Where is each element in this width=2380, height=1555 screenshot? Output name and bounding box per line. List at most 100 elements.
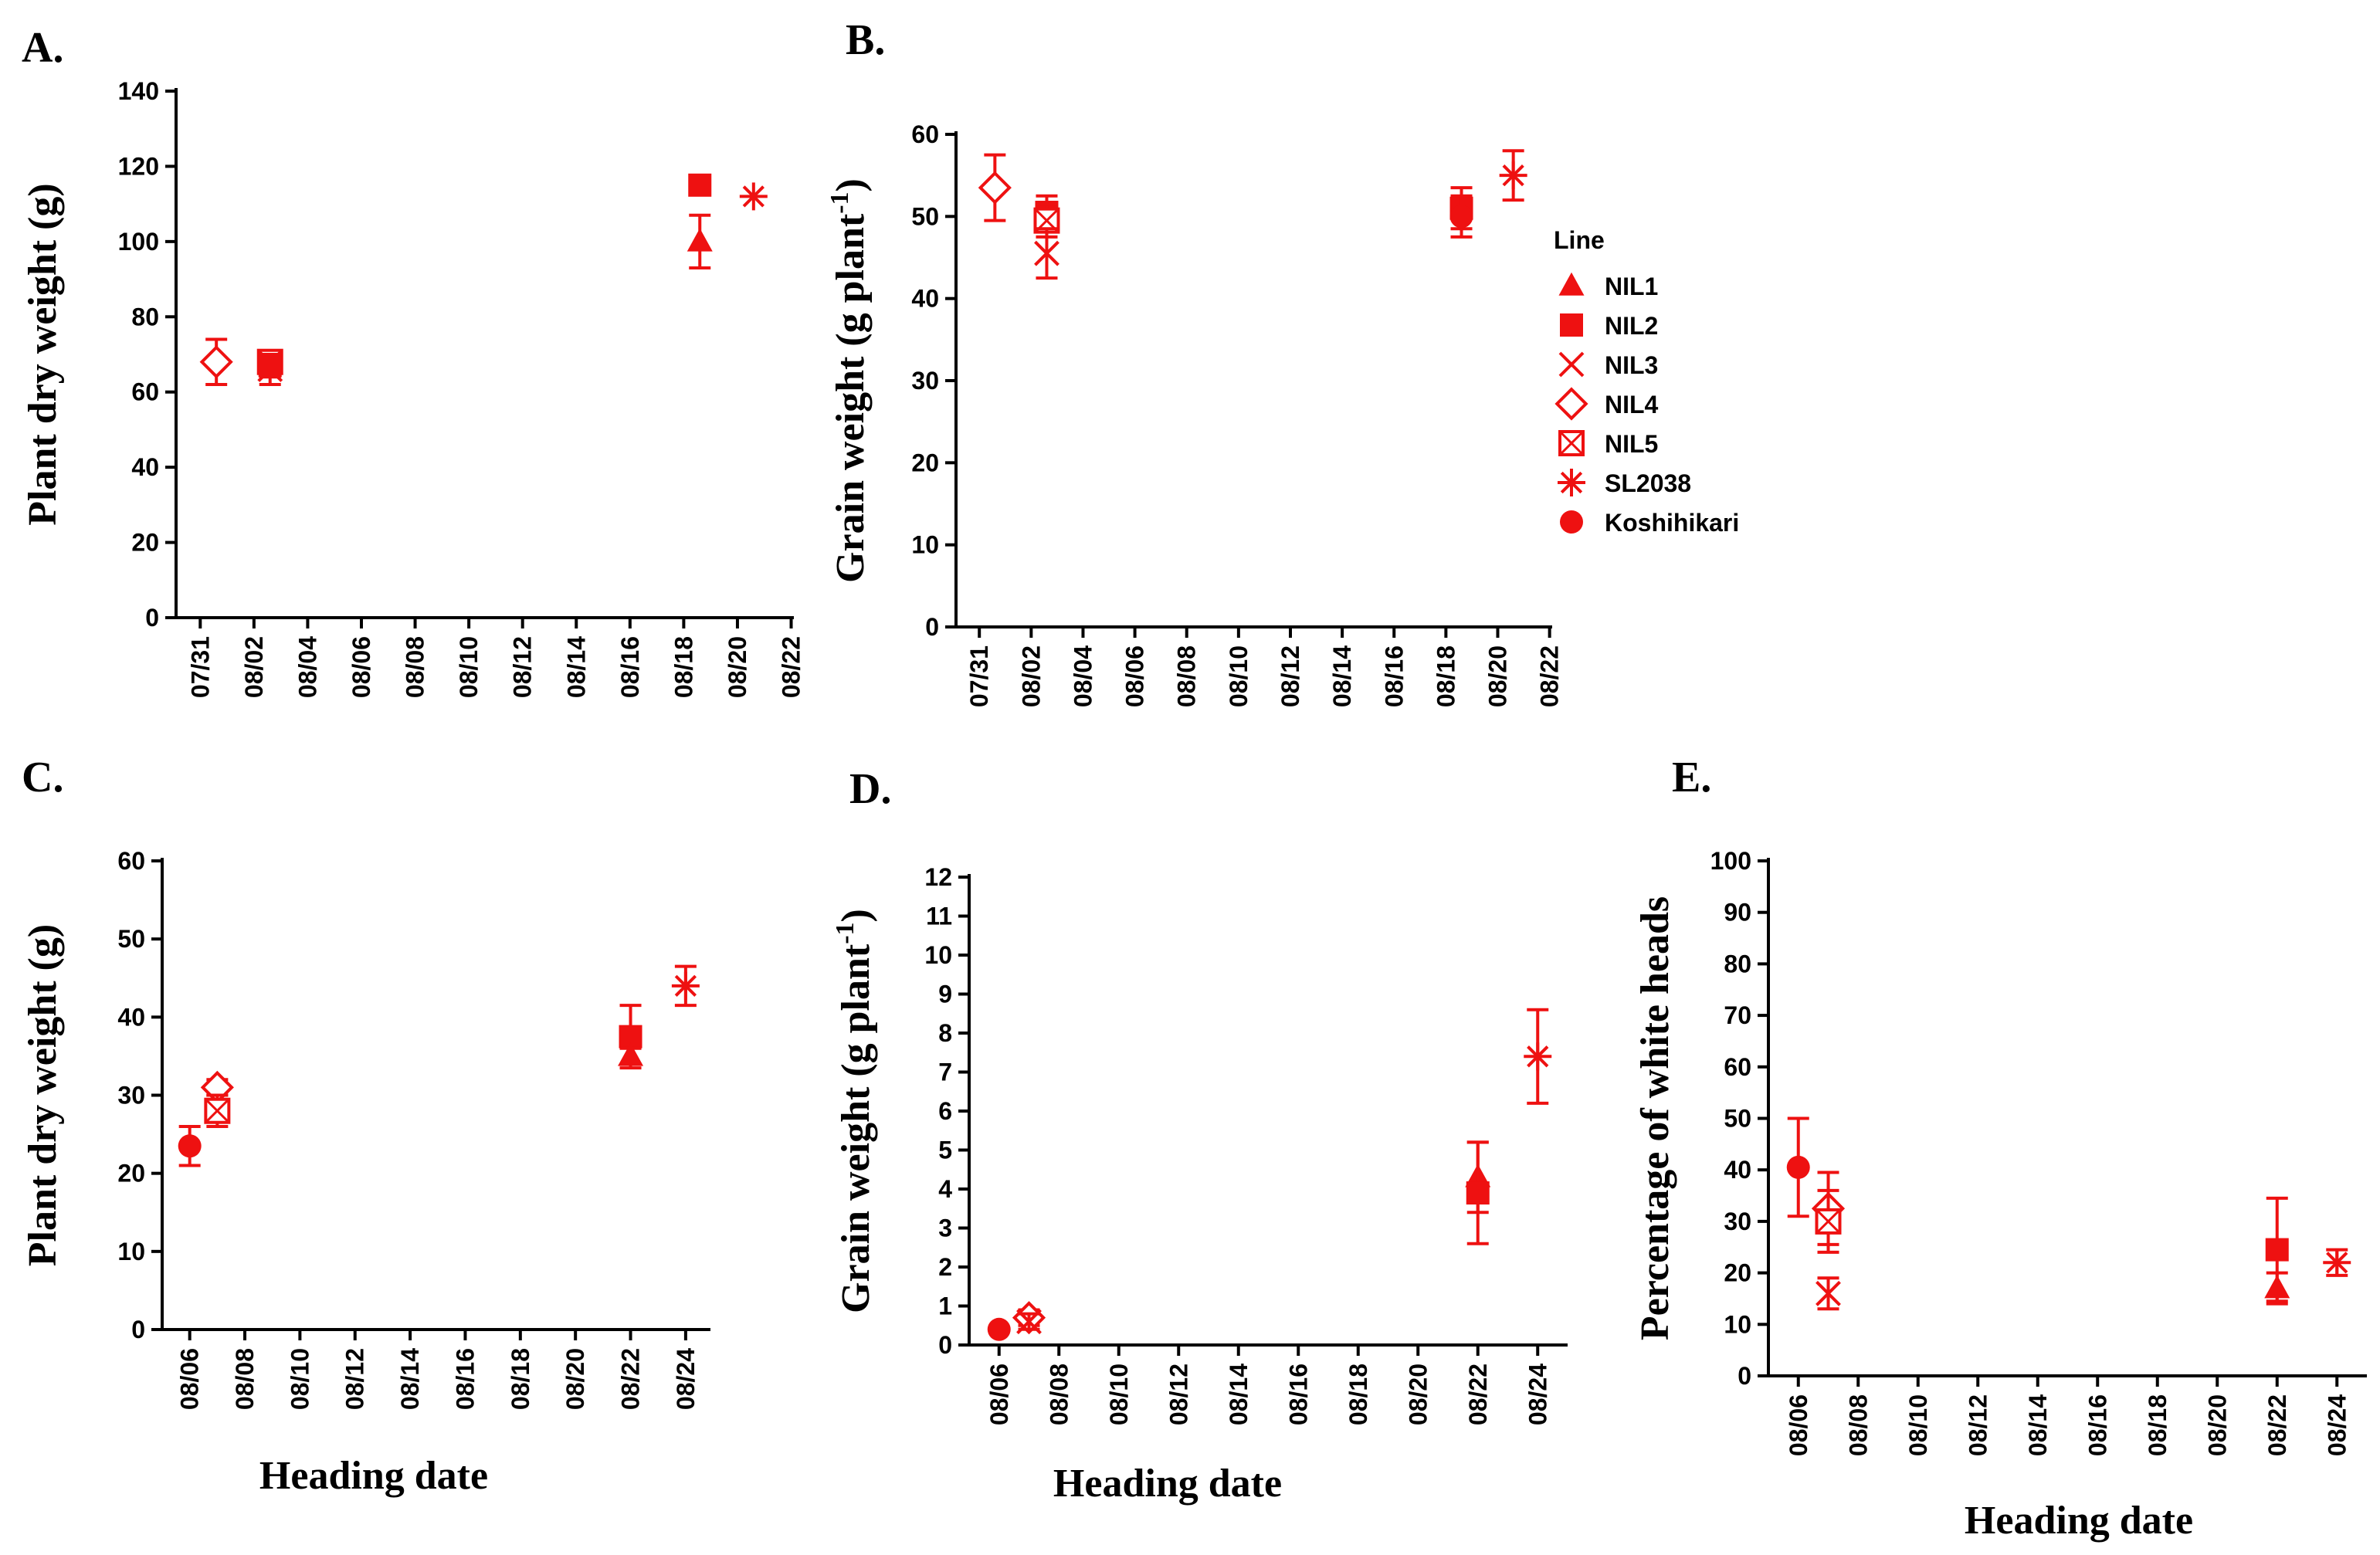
x-tick-label: 08/22 xyxy=(617,1348,645,1410)
nil1-marker xyxy=(2264,1275,2290,1299)
nil1-marker xyxy=(687,228,713,252)
x-tick-label: 08/08 xyxy=(1045,1364,1073,1425)
y-axis-title: Grain weight (g plant-1) xyxy=(831,909,878,1313)
x-tick-label: 08/10 xyxy=(1105,1364,1133,1425)
legend-item-nil1: NIL1 xyxy=(1558,272,1658,300)
x-tick-label: 08/12 xyxy=(509,636,537,698)
x-tick-label: 08/16 xyxy=(616,636,644,698)
y-tick-label: 50 xyxy=(911,202,939,230)
legend-label: NIL4 xyxy=(1605,391,1659,418)
data-point-nil4 xyxy=(978,153,1012,222)
data-point-nil2 xyxy=(1466,1140,1490,1245)
y-tick-label: 10 xyxy=(924,941,952,969)
y-tick-label: 30 xyxy=(911,367,939,395)
panel-letter: C. xyxy=(22,754,63,801)
sl2038-marker xyxy=(739,182,768,211)
y-tick-label: 0 xyxy=(131,1316,145,1343)
legend-item-koshihikari: Koshihikari xyxy=(1560,509,1739,537)
sl2038-legend-icon xyxy=(1558,469,1585,496)
y-tick-label: 70 xyxy=(1724,1001,1751,1029)
x-tick-label: 08/14 xyxy=(2024,1394,2052,1456)
x-tick-label: 08/12 xyxy=(1964,1394,1992,1456)
nil2-marker xyxy=(1466,1181,1490,1205)
data-point-nil2 xyxy=(688,173,712,197)
x-tick-label: 08/06 xyxy=(176,1348,204,1410)
x-tick-label: 08/14 xyxy=(1328,645,1356,707)
y-tick-label: 40 xyxy=(911,285,939,313)
x-tick-label: 08/18 xyxy=(2144,1394,2171,1456)
x-tick-label: 08/18 xyxy=(670,636,697,698)
y-tick-label: 0 xyxy=(925,613,939,641)
legend-label: NIL3 xyxy=(1605,351,1658,379)
y-tick-label: 50 xyxy=(1724,1105,1751,1133)
data-point-nil2 xyxy=(258,353,282,379)
data-point-sl2038 xyxy=(2323,1248,2351,1277)
data-point-nil5 xyxy=(1815,1188,1842,1254)
y-tick-label: 0 xyxy=(145,604,159,632)
x-tick-label: 08/02 xyxy=(1017,645,1045,707)
data-point-sl2038 xyxy=(1499,149,1527,202)
y-tick-label: 0 xyxy=(1738,1362,1751,1390)
legend-label: NIL2 xyxy=(1605,312,1658,340)
x-axis-title: Heading date xyxy=(1965,1499,2193,1543)
x-tick-label: 08/18 xyxy=(1432,645,1460,707)
x-tick-label: 08/10 xyxy=(1225,645,1253,707)
data-point-nil3 xyxy=(1816,1276,1841,1311)
y-tick-label: 90 xyxy=(1724,899,1751,927)
panel-letter: D. xyxy=(849,765,891,813)
y-tick-label: 2 xyxy=(938,1253,952,1281)
nil3-legend-icon xyxy=(1558,351,1585,378)
koshihikari-marker xyxy=(1786,1155,1810,1179)
nil5-legend-icon xyxy=(1558,430,1585,456)
sl2038-marker xyxy=(671,971,700,1000)
x-tick-label: 08/12 xyxy=(1276,645,1304,707)
x-tick-label: 08/02 xyxy=(240,636,268,698)
y-tick-label: 6 xyxy=(938,1097,952,1125)
y-tick-label: 10 xyxy=(911,531,939,559)
nil2-marker xyxy=(688,173,712,197)
legend-label: SL2038 xyxy=(1605,469,1691,497)
legend-item-nil2: NIL2 xyxy=(1560,312,1658,340)
y-tick-label: 3 xyxy=(938,1215,952,1242)
y-tick-label: 20 xyxy=(131,529,159,557)
x-tick-label: 08/22 xyxy=(2263,1394,2291,1456)
y-axis-title: Grain weight (g plant-1) xyxy=(826,178,873,583)
y-tick-label: 60 xyxy=(911,120,939,148)
x-tick-label: 08/08 xyxy=(1844,1394,1872,1456)
y-tick-label: 0 xyxy=(938,1331,952,1359)
nil3-marker xyxy=(1016,1309,1042,1335)
nil3-marker xyxy=(1034,240,1059,266)
legend-item-nil4: NIL4 xyxy=(1554,387,1659,421)
y-tick-label: 10 xyxy=(117,1238,145,1265)
y-tick-label: 10 xyxy=(1724,1310,1751,1338)
y-tick-label: 20 xyxy=(911,449,939,476)
panel-letter: B. xyxy=(846,16,885,64)
x-tick-label: 08/04 xyxy=(293,636,321,698)
x-tick-label: 08/14 xyxy=(396,1348,424,1410)
sl2038-marker xyxy=(1499,161,1527,190)
x-tick-label: 08/22 xyxy=(1464,1364,1492,1425)
y-axis-title: Plant dry weight (g) xyxy=(21,924,65,1266)
nil2-marker xyxy=(2265,1238,2289,1262)
data-point-koshihikari xyxy=(1449,194,1473,239)
y-tick-label: 80 xyxy=(1724,950,1751,977)
data-point-nil3 xyxy=(1034,227,1059,280)
nil5-marker xyxy=(204,1097,231,1124)
data-point-nil5 xyxy=(204,1093,231,1128)
x-tick-label: 08/18 xyxy=(507,1348,534,1410)
legend-label: NIL5 xyxy=(1605,430,1658,458)
panel-c: C. 0 10 20 30 40 50 60 08/06 08/08 08/10 08/12 08/14… xyxy=(21,754,710,1498)
data-point-koshihikari xyxy=(1786,1116,1810,1218)
y-tick-label: 40 xyxy=(1724,1156,1751,1184)
data-point-nil4 xyxy=(199,337,233,386)
nil5-marker xyxy=(1815,1208,1842,1235)
data-point-sl2038 xyxy=(671,964,700,1008)
x-tick-label: 08/06 xyxy=(1121,645,1149,707)
y-tick-label: 80 xyxy=(131,303,159,330)
nil1-marker xyxy=(618,1042,644,1066)
x-tick-label: 08/12 xyxy=(341,1348,369,1410)
x-tick-label: 08/08 xyxy=(1173,645,1201,707)
y-tick-label: 7 xyxy=(938,1059,952,1086)
